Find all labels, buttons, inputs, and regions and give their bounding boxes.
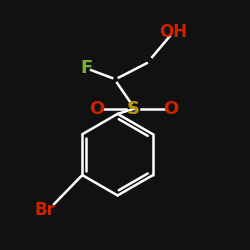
Text: Br: Br bbox=[34, 201, 55, 219]
Text: OH: OH bbox=[159, 23, 187, 41]
Text: O: O bbox=[89, 100, 104, 118]
Text: F: F bbox=[80, 59, 93, 77]
Text: O: O bbox=[163, 100, 178, 118]
Text: S: S bbox=[127, 100, 140, 118]
